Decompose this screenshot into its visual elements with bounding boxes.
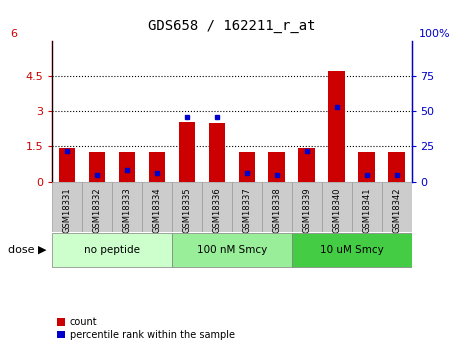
Text: 100%: 100%	[419, 29, 450, 39]
FancyBboxPatch shape	[262, 181, 292, 231]
FancyBboxPatch shape	[172, 181, 202, 231]
Text: GSM18335: GSM18335	[182, 188, 192, 233]
Bar	[179, 122, 195, 181]
Text: GSM18338: GSM18338	[272, 188, 281, 233]
Text: GSM18342: GSM18342	[392, 188, 401, 233]
Bar	[298, 148, 315, 181]
Bar	[209, 123, 225, 181]
Text: GSM18331: GSM18331	[62, 188, 71, 233]
Text: 100 nM Smcy: 100 nM Smcy	[197, 245, 267, 255]
Text: GSM18341: GSM18341	[362, 188, 371, 233]
Legend: count, percentile rank within the sample: count, percentile rank within the sample	[57, 317, 235, 340]
Text: GSM18333: GSM18333	[123, 188, 131, 233]
Bar	[328, 71, 345, 181]
Bar	[89, 152, 105, 181]
FancyBboxPatch shape	[52, 234, 172, 267]
FancyBboxPatch shape	[292, 181, 322, 231]
FancyBboxPatch shape	[382, 181, 412, 231]
Bar	[359, 152, 375, 181]
Bar	[119, 152, 135, 181]
Text: GSM18332: GSM18332	[92, 188, 102, 233]
Bar	[149, 152, 165, 181]
FancyBboxPatch shape	[351, 181, 382, 231]
FancyBboxPatch shape	[112, 181, 142, 231]
Bar	[238, 152, 255, 181]
Text: GSM18340: GSM18340	[332, 188, 341, 233]
FancyBboxPatch shape	[82, 181, 112, 231]
FancyBboxPatch shape	[322, 181, 351, 231]
Text: no peptide: no peptide	[84, 245, 140, 255]
FancyBboxPatch shape	[142, 181, 172, 231]
Text: GSM18336: GSM18336	[212, 188, 221, 233]
Text: 10 uM Smcy: 10 uM Smcy	[320, 245, 384, 255]
Bar	[269, 152, 285, 181]
Text: GSM18334: GSM18334	[152, 188, 161, 233]
FancyBboxPatch shape	[292, 234, 412, 267]
Text: GDS658 / 162211_r_at: GDS658 / 162211_r_at	[148, 19, 315, 33]
FancyBboxPatch shape	[172, 234, 292, 267]
Bar	[388, 152, 405, 181]
FancyBboxPatch shape	[202, 181, 232, 231]
Text: 6: 6	[10, 29, 18, 39]
FancyBboxPatch shape	[52, 181, 82, 231]
Text: GSM18337: GSM18337	[242, 188, 251, 233]
Bar	[59, 148, 75, 181]
Text: GSM18339: GSM18339	[302, 188, 311, 233]
FancyBboxPatch shape	[232, 181, 262, 231]
Text: dose ▶: dose ▶	[8, 245, 46, 255]
